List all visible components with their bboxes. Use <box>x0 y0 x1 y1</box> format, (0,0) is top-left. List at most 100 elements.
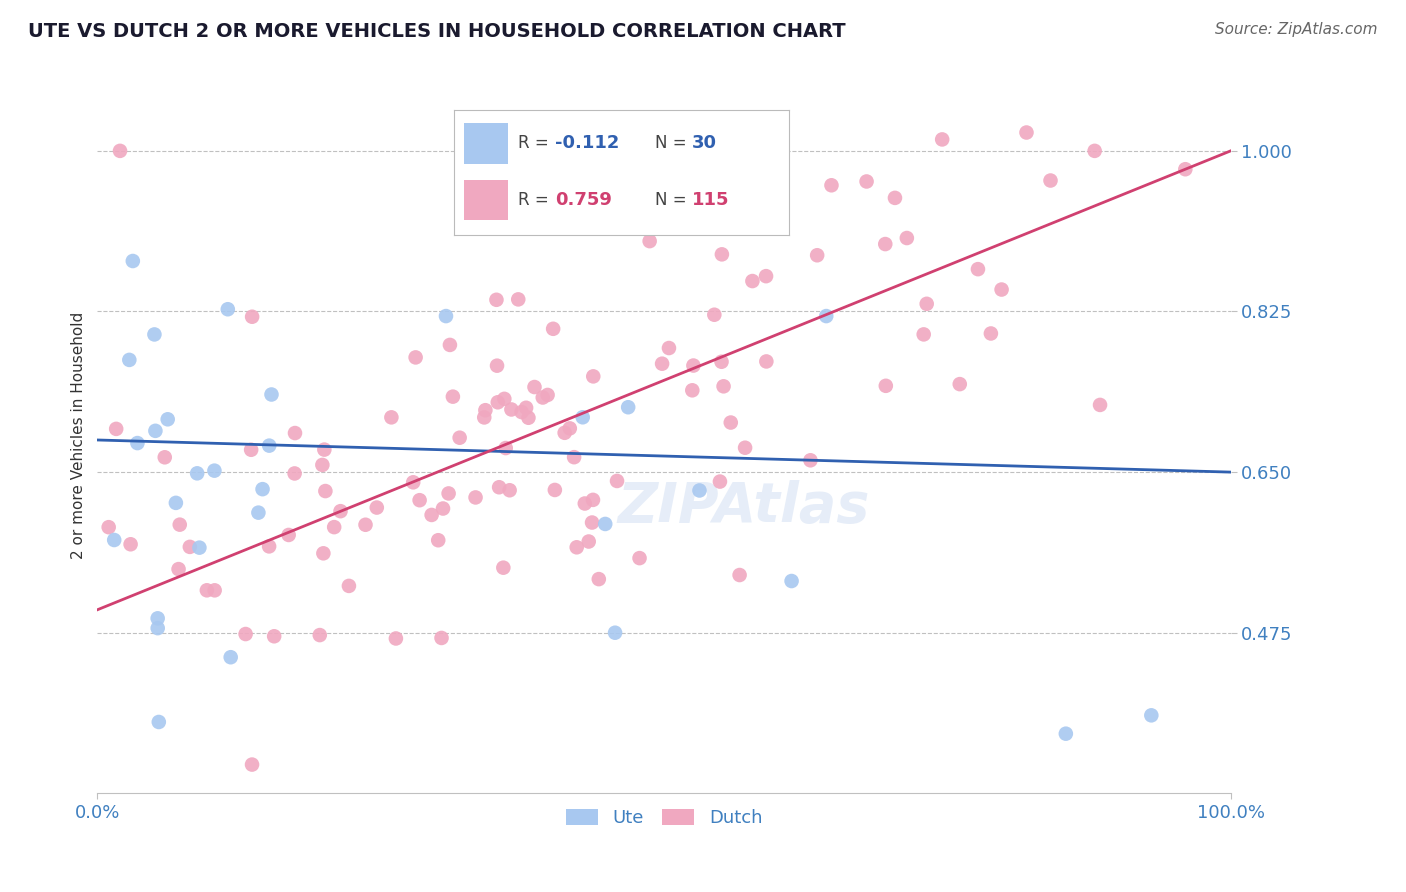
Point <box>875 237 897 252</box>
Point <box>688 483 710 498</box>
Point <box>710 355 733 369</box>
Point <box>204 464 226 478</box>
Point <box>571 410 593 425</box>
Point <box>734 441 756 455</box>
Point <box>494 392 516 406</box>
Point <box>284 425 307 440</box>
Point <box>405 351 427 365</box>
Point <box>495 441 517 455</box>
Point <box>167 562 190 576</box>
Point <box>619 145 641 159</box>
Point <box>488 480 510 494</box>
Point <box>366 500 388 515</box>
Point <box>145 424 167 438</box>
Point <box>165 496 187 510</box>
Point <box>314 442 336 457</box>
Point <box>408 493 430 508</box>
Point <box>554 425 576 440</box>
Point <box>188 541 211 555</box>
Point <box>565 541 588 555</box>
Point <box>1088 398 1111 412</box>
Point <box>820 178 842 193</box>
Point <box>486 359 509 373</box>
Point <box>380 410 402 425</box>
Point <box>582 369 605 384</box>
Point <box>314 484 336 499</box>
Point <box>603 625 626 640</box>
Point <box>855 174 877 188</box>
Point <box>430 631 453 645</box>
Point <box>1140 708 1163 723</box>
Point <box>515 401 537 415</box>
Point <box>329 504 352 518</box>
Point <box>574 496 596 510</box>
Point <box>508 293 530 307</box>
Point <box>741 274 763 288</box>
Point <box>799 453 821 467</box>
Point <box>606 474 628 488</box>
Point <box>658 341 681 355</box>
Point <box>169 517 191 532</box>
Point <box>755 269 778 284</box>
Point <box>143 327 166 342</box>
Point <box>498 483 520 498</box>
Point <box>311 458 333 472</box>
Point <box>541 322 564 336</box>
Point <box>728 568 751 582</box>
Point <box>263 629 285 643</box>
Point <box>156 412 179 426</box>
Point <box>510 405 533 419</box>
Point <box>492 560 515 574</box>
Point <box>980 326 1002 341</box>
Text: ZIPAtlas: ZIPAtlas <box>617 480 869 534</box>
Point <box>578 534 600 549</box>
Point <box>931 132 953 146</box>
Point <box>536 388 558 402</box>
Point <box>1039 173 1062 187</box>
Point <box>553 209 575 223</box>
Point <box>277 528 299 542</box>
Point <box>544 483 567 497</box>
Point <box>464 491 486 505</box>
Point <box>1084 144 1107 158</box>
Point <box>582 492 605 507</box>
Point <box>146 611 169 625</box>
Text: UTE VS DUTCH 2 OR MORE VEHICLES IN HOUSEHOLD CORRELATION CHART: UTE VS DUTCH 2 OR MORE VEHICLES IN HOUSE… <box>28 22 846 41</box>
Point <box>485 293 508 307</box>
Point <box>755 354 778 368</box>
Point <box>593 516 616 531</box>
Point <box>523 380 546 394</box>
Legend: Ute, Dutch: Ute, Dutch <box>558 802 769 834</box>
Text: Source: ZipAtlas.com: Source: ZipAtlas.com <box>1215 22 1378 37</box>
Point <box>517 410 540 425</box>
Point <box>884 191 907 205</box>
Point <box>257 439 280 453</box>
Point <box>628 551 651 566</box>
Point <box>240 757 263 772</box>
Point <box>120 537 142 551</box>
Point <box>235 627 257 641</box>
Point <box>427 533 450 548</box>
Point <box>432 501 454 516</box>
Point <box>949 377 972 392</box>
Point <box>681 384 703 398</box>
Point <box>146 621 169 635</box>
Point <box>562 450 585 465</box>
Point <box>118 352 141 367</box>
Point <box>148 714 170 729</box>
Point <box>179 540 201 554</box>
Point <box>308 628 330 642</box>
Point <box>638 234 661 248</box>
Point <box>780 574 803 588</box>
Point <box>617 401 640 415</box>
Point <box>437 486 460 500</box>
Point <box>434 309 457 323</box>
Point <box>108 144 131 158</box>
Point <box>720 416 742 430</box>
Point <box>284 467 307 481</box>
Point <box>153 450 176 465</box>
Point <box>219 650 242 665</box>
Point <box>127 436 149 450</box>
Point <box>449 431 471 445</box>
Point <box>709 475 731 489</box>
